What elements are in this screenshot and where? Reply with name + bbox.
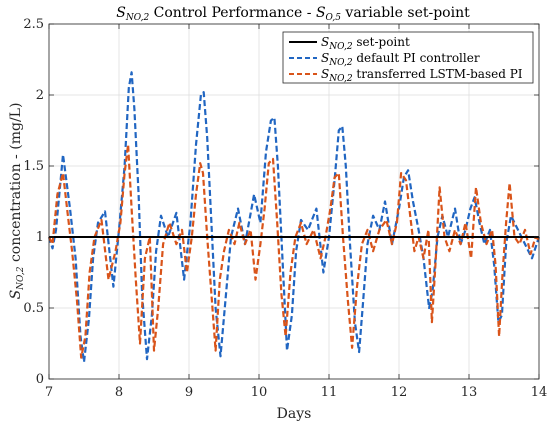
y-tick-label: 1 xyxy=(36,230,44,245)
y-axis-label: SNO,2 concentration - (mg/L) xyxy=(8,103,26,300)
legend-entry-setpoint: SNO,2 set-point xyxy=(289,35,410,52)
x-tick-label: 14 xyxy=(531,385,548,400)
x-tick-label: 11 xyxy=(321,385,338,400)
x-tick-labels: 7 8 9 10 11 12 13 14 xyxy=(45,385,547,400)
legend-entry-default-pi: SNO,2 default PI controller xyxy=(289,51,480,68)
x-tick-label: 12 xyxy=(391,385,408,400)
x-tick-label: 7 xyxy=(45,385,53,400)
legend-label-default-pi: SNO,2 default PI controller xyxy=(321,51,480,68)
chart-title: SNO,2 Control Performance - SO,5 variabl… xyxy=(116,5,470,23)
legend-entry-lstm-pi: SNO,2 transferred LSTM-based PI xyxy=(289,67,523,84)
x-tick-label: 10 xyxy=(251,385,268,400)
series-line-default-pi xyxy=(47,71,541,364)
x-tick-label: 9 xyxy=(185,385,193,400)
series-layer xyxy=(47,71,541,364)
legend-label-setpoint: SNO,2 set-point xyxy=(321,35,410,52)
ticks xyxy=(48,23,540,380)
legend-box xyxy=(282,31,534,84)
legend-label-lstm-pi: SNO,2 transferred LSTM-based PI xyxy=(321,67,523,84)
x-axis-label: Days xyxy=(277,406,312,422)
y-tick-label: 1.5 xyxy=(23,159,44,174)
y-tick-label: 2 xyxy=(36,88,44,103)
series-line-lstm-pi xyxy=(48,143,540,359)
y-tick-label: 0 xyxy=(36,372,44,387)
plot-frame xyxy=(48,23,540,380)
legend: SNO,2 set-point SNO,2 default PI control… xyxy=(282,31,534,84)
x-tick-label: 13 xyxy=(461,385,478,400)
y-tick-label: 2.5 xyxy=(23,17,44,32)
y-tick-label: 0.5 xyxy=(23,301,44,316)
y-tick-labels: 0 0.5 1 1.5 2 2.5 xyxy=(23,17,44,387)
x-tick-label: 8 xyxy=(115,385,123,400)
